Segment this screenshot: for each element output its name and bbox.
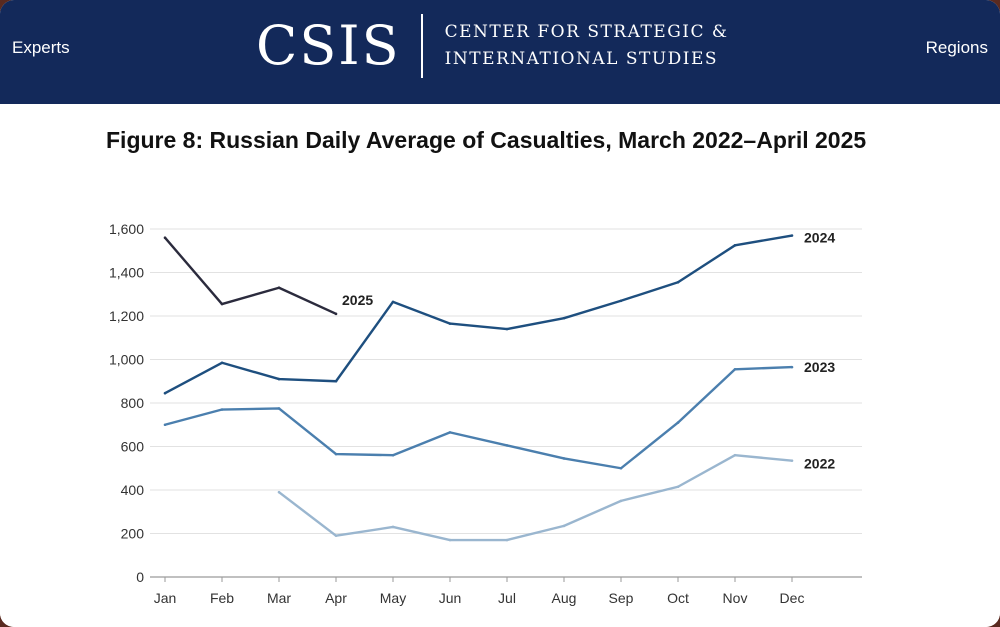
data-point-2023: [562, 457, 566, 460]
series-line-2024: [164, 234, 793, 395]
data-point-2024: [334, 379, 338, 383]
data-point-2024: [163, 391, 167, 395]
series-label-2023: 2023: [804, 359, 835, 375]
data-point-2024: [505, 327, 509, 331]
data-point-2023: [277, 407, 281, 410]
data-point-2022: [277, 490, 281, 494]
data-point-2023: [733, 367, 737, 371]
logo-line-1: CENTER FOR STRATEGIC &: [444, 22, 729, 42]
data-point-2022: [391, 525, 395, 529]
series-label-2025: 2025: [342, 292, 373, 308]
x-tick-label: Oct: [667, 590, 689, 606]
data-point-2025: [163, 236, 167, 239]
x-tick-label: Dec: [780, 590, 805, 606]
data-point-2025: [334, 312, 338, 316]
data-point-2024: [391, 300, 395, 304]
data-point-2023: [505, 444, 509, 447]
site-header: Experts CSIS CENTER FOR STRATEGIC & INTE…: [0, 0, 1000, 104]
series-line-2022: [278, 454, 793, 542]
data-point-2022: [676, 485, 680, 489]
x-tick-label: Feb: [210, 590, 234, 606]
data-point-2022: [448, 538, 452, 542]
csis-logo[interactable]: CSIS CENTER FOR STRATEGIC & INTERNATIONA…: [256, 14, 729, 78]
x-tick-label: Apr: [325, 590, 347, 606]
data-point-2023: [448, 431, 452, 434]
data-point-2024: [733, 244, 737, 247]
experts-nav-link[interactable]: Experts: [12, 38, 70, 57]
y-tick-label: 400: [121, 482, 145, 498]
data-point-2022: [619, 499, 623, 503]
data-point-2022: [505, 538, 509, 542]
data-point-2024: [277, 377, 281, 381]
data-point-2025: [277, 286, 281, 290]
data-point-2023: [619, 466, 623, 470]
series-label-2024: 2024: [804, 230, 835, 246]
x-tick-label: Mar: [267, 590, 291, 606]
y-tick-label: 1,600: [109, 221, 144, 237]
logo-wordmark: CENTER FOR STRATEGIC & INTERNATIONAL STU…: [445, 19, 729, 73]
y-tick-label: 1,200: [109, 308, 144, 324]
y-tick-label: 800: [121, 395, 145, 411]
figure-content: Figure 8: Russian Daily Average of Casua…: [0, 104, 1000, 627]
data-point-2024: [220, 361, 224, 365]
y-tick-label: 1,000: [109, 352, 144, 368]
data-point-2022: [334, 534, 338, 537]
data-point-2023: [163, 423, 167, 427]
y-tick-label: 0: [136, 569, 144, 585]
y-tick-label: 200: [121, 526, 145, 542]
logo-divider: [420, 14, 423, 78]
data-point-2022: [562, 524, 566, 528]
data-point-2023: [676, 421, 680, 424]
logo-mark: CSIS: [256, 14, 401, 77]
x-tick-label: Jan: [154, 590, 177, 606]
x-tick-label: Sep: [609, 590, 634, 606]
data-point-2025: [220, 302, 224, 306]
x-tick-label: Aug: [552, 590, 577, 606]
data-point-2022: [790, 459, 794, 462]
data-point-2024: [676, 280, 680, 284]
line-chart: 0 200 400 600 800 1,000 1,200 1,400 1,600 Jan Feb M…: [109, 221, 862, 606]
regions-nav-link[interactable]: Regions: [925, 38, 988, 57]
series-label-2022: 2022: [804, 456, 835, 472]
series-line-2025: [164, 236, 337, 315]
x-tick-label: Jun: [439, 590, 462, 606]
data-point-2024: [619, 299, 623, 303]
data-point-2023: [220, 408, 224, 411]
data-point-2024: [448, 322, 452, 325]
series-line-2023: [164, 365, 793, 470]
y-tick-label: 600: [121, 439, 145, 455]
x-tick-label: Nov: [723, 590, 748, 606]
data-point-2023: [334, 452, 338, 456]
x-tick-label: Jul: [498, 590, 516, 606]
data-point-2022: [733, 453, 737, 457]
x-tick-label: May: [380, 590, 406, 606]
data-point-2023: [391, 453, 395, 457]
data-point-2024: [562, 316, 566, 320]
logo-line-2: INTERNATIONAL STUDIES: [444, 49, 719, 69]
data-point-2023: [790, 365, 794, 369]
chart-title: Figure 8: Russian Daily Average of Casua…: [106, 127, 867, 153]
y-tick-label: 1,400: [109, 265, 144, 281]
data-point-2024: [790, 234, 794, 237]
